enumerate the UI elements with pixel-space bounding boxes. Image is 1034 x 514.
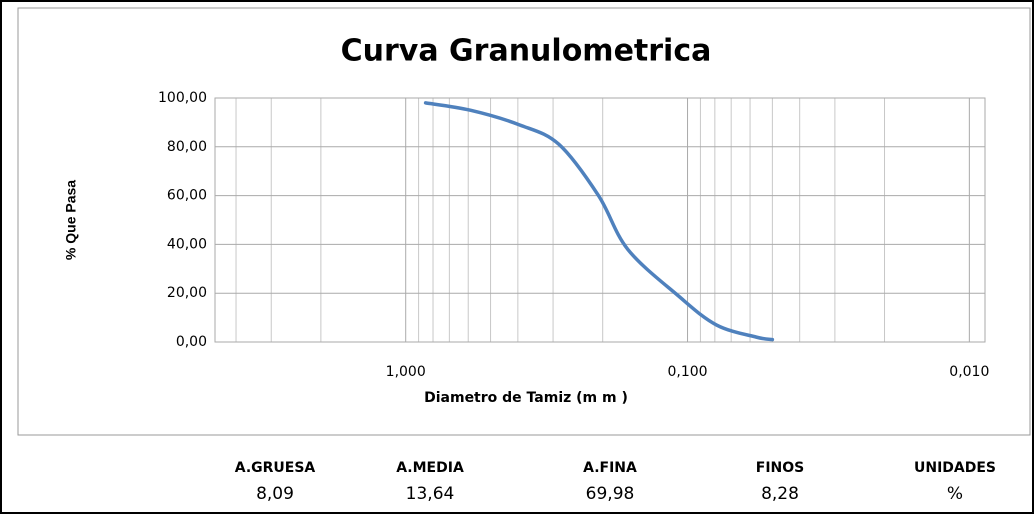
x-tick-label: 1,000: [386, 364, 426, 380]
y-tick-label: 40,00: [167, 236, 207, 252]
summary-header: A.FINA: [583, 460, 637, 476]
summary-value: 13,64: [406, 484, 455, 504]
summary-value: 8,28: [761, 484, 799, 504]
y-tick-label: 20,00: [167, 285, 207, 301]
x-tick-label: 0,010: [949, 364, 989, 380]
x-tick-label: 0,100: [667, 364, 707, 380]
chart-title: Curva Granulometrica: [341, 34, 712, 69]
y-tick-label: 100,00: [158, 90, 207, 106]
summary-value: 8,09: [256, 484, 294, 504]
y-axis-label: % Que Pasa: [63, 180, 79, 260]
summary-value: %: [947, 484, 963, 504]
summary-header: UNIDADES: [914, 460, 996, 476]
plot-area: [214, 97, 986, 343]
summary-header: A.MEDIA: [396, 460, 464, 476]
summary-header: A.GRUESA: [235, 460, 316, 476]
summary-header: FINOS: [756, 460, 804, 476]
y-tick-label: 0,00: [176, 334, 207, 350]
x-axis-label: Diametro de Tamiz (m m ): [424, 390, 628, 406]
y-tick-label: 60,00: [167, 188, 207, 204]
data-line: [423, 101, 775, 342]
summary-value: 69,98: [586, 484, 635, 504]
y-tick-label: 80,00: [167, 139, 207, 155]
